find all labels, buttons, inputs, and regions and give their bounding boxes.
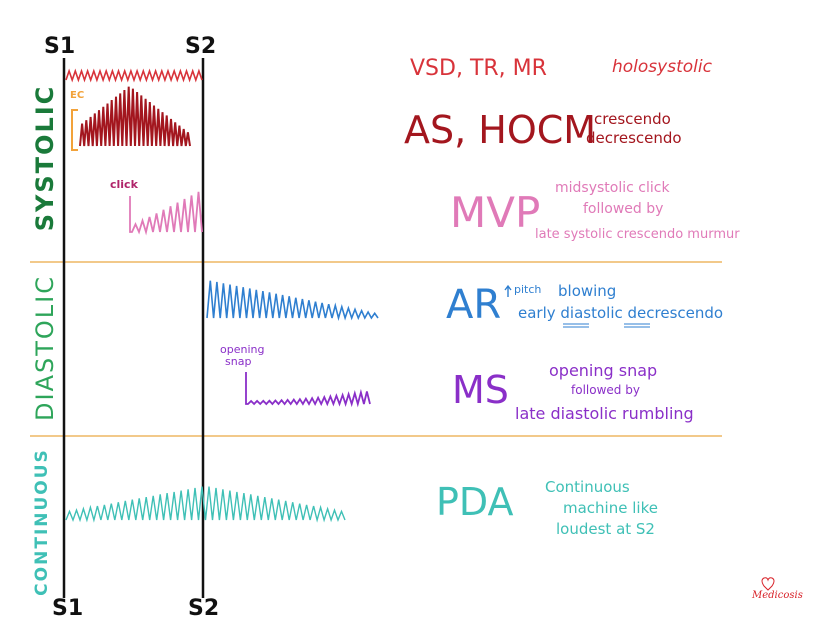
pda-waveform [65, 486, 346, 523]
murmur-desc-ms-line1: opening snap [549, 361, 658, 380]
s1-bottom-label: S1 [52, 596, 84, 621]
pitch-up-arrow-icon [504, 284, 512, 297]
underline-diastolic [563, 323, 589, 328]
holosystolic-waveform [65, 68, 203, 83]
murmur-name-ms: MS [452, 368, 509, 412]
ec-label: EC [70, 90, 85, 101]
murmur-desc-mvp-line2: followed by [583, 201, 664, 217]
medicosis-logo: Medicosis [752, 590, 803, 601]
section-label-systolic: SYSTOLIC [31, 84, 59, 232]
murmur-desc-pda-line3: loudest at S2 [556, 520, 655, 538]
mvp-waveform [129, 191, 203, 236]
s1-top-label: S1 [44, 34, 76, 59]
ms-waveform [245, 372, 371, 408]
underline-decrescendo [624, 323, 650, 328]
snap-label: snap [225, 355, 252, 368]
murmur-desc-holosystolic: holosystolic [612, 57, 712, 77]
murmur-desc-mvp-line3: late systolic crescendo murmur [535, 227, 740, 242]
ejection-click-mark [71, 109, 78, 151]
section-label-diastolic: DIASTOLIC [31, 275, 59, 421]
murmur-desc-as-line1: crescendo [594, 110, 671, 128]
murmur-name-as-hocm: AS, HOCM [404, 108, 597, 152]
ar-waveform [206, 280, 379, 322]
murmur-desc-mvp-line1: midsystolic click [555, 180, 670, 196]
opening-label: opening [220, 343, 265, 356]
s2-top-label: S2 [185, 34, 217, 59]
murmur-desc-pda-line1: Continuous [545, 478, 630, 496]
murmur-name-pda: PDA [436, 480, 514, 524]
murmur-name-holosystolic: VSD, TR, MR [410, 56, 547, 81]
murmur-desc-ms-line3: late diastolic rumbling [515, 404, 694, 423]
logo-heart-icon [761, 577, 775, 591]
murmur-desc-as-line2: decrescendo [586, 129, 682, 147]
click-label: click [110, 178, 138, 191]
s2-bottom-label: S2 [188, 596, 220, 621]
murmur-pitch-ar: pitch [514, 283, 542, 296]
murmur-desc-ms-line2: followed by [571, 383, 640, 397]
murmur-desc-pda-line2: machine like [563, 499, 658, 517]
crescendo-decrescendo-waveform [79, 86, 191, 147]
murmur-desc-ar-line1: blowing [558, 282, 617, 300]
section-label-continuous: CONTINUOUS [32, 448, 52, 596]
murmur-name-ar: AR [446, 282, 502, 328]
murmur-desc-ar-line2: early diastolic decrescendo [518, 304, 724, 322]
murmur-name-mvp: MVP [450, 188, 541, 237]
